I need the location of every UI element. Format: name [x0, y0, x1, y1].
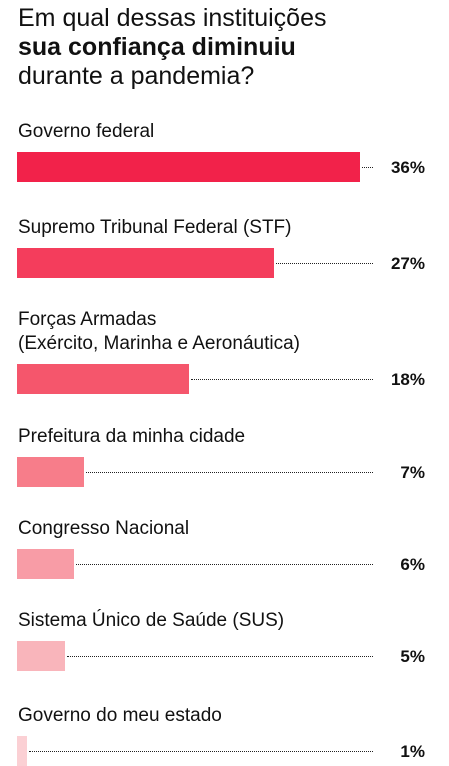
value-label: 7%	[400, 463, 425, 482]
category-label: Congresso Nacional	[18, 518, 190, 539]
dotted-leader	[276, 263, 373, 264]
bar	[17, 736, 27, 766]
value-label: 5%	[400, 647, 425, 666]
category-label: (Exército, Marinha e Aeronáutica)	[18, 333, 300, 354]
category-label: Sistema Único de Saúde (SUS)	[18, 610, 285, 631]
bar	[17, 457, 84, 487]
bar	[17, 248, 275, 278]
category-label: Governo do meu estado	[18, 705, 222, 726]
dotted-leader	[85, 472, 373, 473]
bar	[17, 152, 360, 182]
value-label: 18%	[390, 370, 425, 389]
dotted-leader	[76, 564, 373, 565]
bar	[17, 364, 189, 394]
value-label: 36%	[390, 158, 425, 177]
chart-title-line-2: sua confiança diminuiu	[18, 33, 296, 61]
category-label: Prefeitura da minha cidade	[18, 426, 246, 447]
bar	[17, 549, 75, 579]
category-label: Supremo Tribunal Federal (STF)	[18, 217, 292, 238]
chart-title-line-3: durante a pandemia?	[18, 62, 255, 90]
value-label: 1%	[400, 742, 425, 761]
bar	[17, 641, 65, 671]
dotted-leader	[28, 751, 373, 752]
dotted-leader	[362, 167, 373, 168]
dotted-leader	[190, 379, 373, 380]
chart-title: Em qual dessas instituições sua confianç…	[18, 4, 438, 91]
value-label: 27%	[390, 254, 425, 273]
dotted-leader	[66, 656, 373, 657]
category-label: Governo federal	[18, 121, 155, 142]
chart-title-line-1: Em qual dessas instituições	[18, 4, 327, 32]
value-label: 6%	[400, 555, 425, 574]
category-label: Forças Armadas	[18, 309, 157, 330]
